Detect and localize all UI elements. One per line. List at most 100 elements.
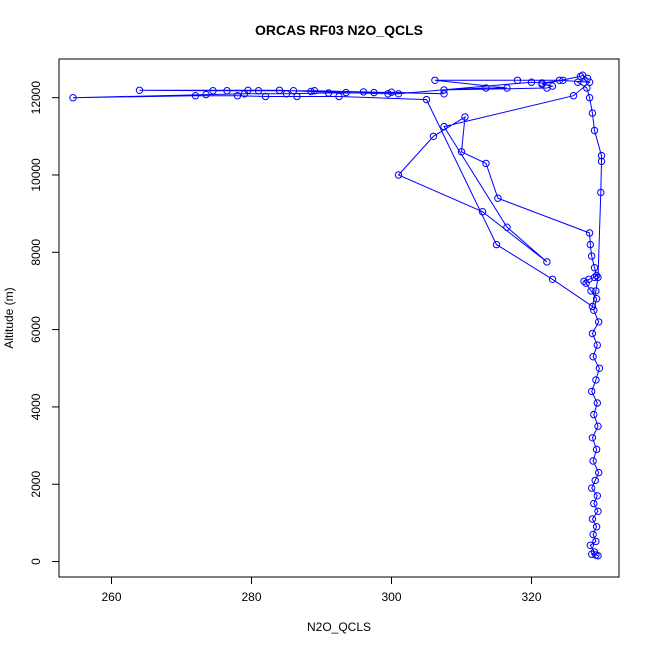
- data-point: [592, 537, 600, 546]
- data-point: [431, 76, 439, 85]
- data-point: [394, 171, 403, 179]
- data-point: [422, 95, 431, 104]
- data-point: [589, 353, 597, 361]
- plot-area: [58, 58, 620, 578]
- data-point: [527, 78, 536, 86]
- data-point: [202, 90, 210, 99]
- data-point: [585, 229, 594, 237]
- data-point: [592, 287, 600, 295]
- data-point: [440, 122, 448, 131]
- data-point: [135, 86, 144, 95]
- data-point: [548, 82, 557, 90]
- data-point: [559, 76, 567, 85]
- data-point: [209, 87, 217, 95]
- data-point: [387, 88, 396, 96]
- x-axis: 260 280 300 320: [101, 576, 542, 604]
- data-point: [289, 87, 298, 95]
- y-tick-label: 2000: [29, 471, 43, 498]
- data-point: [586, 240, 594, 249]
- data-point: [555, 76, 564, 85]
- data-point: [591, 476, 599, 485]
- data-point: [282, 90, 291, 98]
- y-tick-label: 6000: [29, 316, 43, 343]
- y-axis-label: Altitude (m): [2, 287, 16, 348]
- data-point: [548, 275, 557, 283]
- data-point: [595, 468, 603, 477]
- plot-frame: [58, 58, 620, 578]
- data-point: [275, 86, 284, 95]
- data-point: [590, 273, 599, 282]
- data-point: [254, 87, 263, 95]
- x-tick-label: 320: [521, 590, 541, 604]
- data-point: [589, 457, 597, 465]
- x-axis-label: N2O_QCLS: [307, 620, 371, 634]
- y-tick-label: 8000: [29, 239, 43, 266]
- data-point: [543, 258, 551, 266]
- x-tick-label: 260: [101, 590, 121, 604]
- y-axis: 0 2000 4000 6000 8000 10000 12000: [29, 81, 60, 565]
- data-point: [588, 329, 597, 338]
- data-point: [588, 434, 597, 442]
- y-tick-label: 4000: [29, 393, 43, 420]
- data-point: [588, 515, 597, 523]
- data-point: [597, 157, 606, 166]
- data-point: [595, 364, 604, 372]
- data-point: [233, 92, 242, 100]
- data-point: [588, 387, 596, 396]
- data-point: [513, 76, 522, 85]
- data-point: [592, 295, 601, 303]
- data-point: [461, 113, 469, 121]
- x-tick-label: 300: [381, 590, 401, 604]
- data-point: [593, 341, 601, 349]
- data-point: [597, 151, 606, 160]
- data-point: [457, 148, 466, 156]
- data-point: [244, 86, 252, 95]
- y-tick-label: 10000: [29, 158, 43, 192]
- data-point: [370, 88, 378, 97]
- data-point: [590, 499, 598, 508]
- data-point: [592, 445, 601, 454]
- data-point: [588, 252, 596, 260]
- data-point: [583, 84, 591, 92]
- data-point: [583, 74, 592, 83]
- data-point: [585, 78, 594, 86]
- data-point: [590, 306, 598, 314]
- data-point: [592, 523, 601, 531]
- data-point: [538, 79, 546, 87]
- data-point: [223, 87, 231, 95]
- data-point: [588, 484, 596, 492]
- data-point: [593, 492, 601, 500]
- data-point: [594, 507, 602, 515]
- data-point: [503, 84, 511, 92]
- data-point: [592, 376, 600, 384]
- data-point: [574, 78, 582, 86]
- data-point: [359, 88, 368, 96]
- data-point: [503, 223, 511, 231]
- data-point: [590, 264, 599, 272]
- data-point: [482, 84, 490, 92]
- chart-title: ORCAS RF03 N2O_QCLS: [255, 22, 423, 38]
- data-point: [494, 194, 502, 202]
- data-point: [478, 208, 487, 216]
- data-point: [384, 90, 392, 98]
- data-point: [482, 159, 490, 168]
- data-point: [440, 90, 448, 98]
- data-point: [310, 87, 319, 95]
- data-point: [590, 126, 599, 135]
- data-point: [594, 273, 602, 282]
- data-point: [587, 287, 595, 295]
- x-tick-label: 280: [241, 590, 261, 604]
- data-point: [585, 94, 594, 102]
- y-tick-label: 0: [29, 558, 43, 565]
- data-point: [293, 92, 301, 101]
- data-point: [592, 271, 601, 280]
- data-point: [492, 240, 501, 249]
- data-point: [440, 86, 448, 94]
- data-point: [342, 88, 350, 97]
- data-point: [307, 87, 315, 96]
- data-point: [580, 277, 588, 285]
- data-point: [569, 92, 578, 100]
- data-point: [261, 92, 270, 101]
- data-point: [191, 92, 200, 100]
